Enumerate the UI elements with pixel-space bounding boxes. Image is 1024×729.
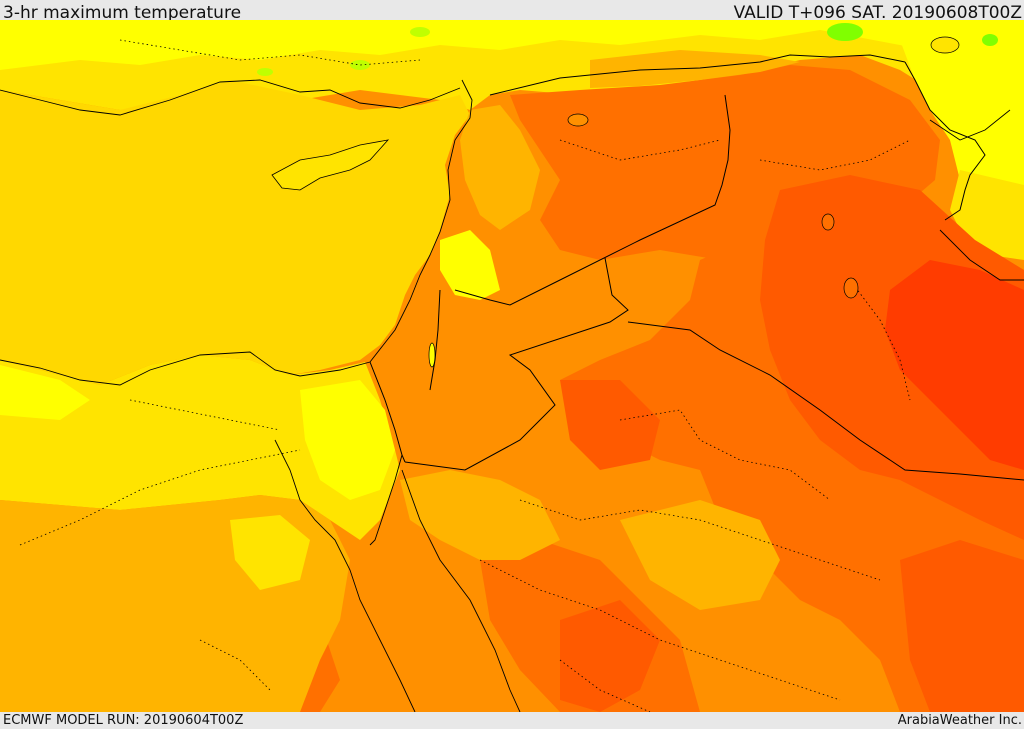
map-title: 3-hr maximum temperature [3,3,242,23]
zone-north-pale [0,20,1024,70]
zone-light-orange-center [620,500,780,610]
zone-sinai-pale [300,380,395,500]
zone-light-orange-turkey [590,50,800,88]
lake [567,113,589,127]
credit-label: ArabiaWeather Inc. [897,713,1022,728]
lake [821,213,835,231]
valid-time-label: VALID T+096 SAT. 20190608T00Z [733,3,1022,23]
green-patch [257,68,273,76]
coastlines [0,79,1024,712]
zone-levant-pale [440,230,500,300]
footer-bar: ECMWF MODEL RUN: 20190604T00Z ArabiaWeat… [0,712,1024,729]
zone-light-orange-arabia [400,470,560,560]
cyprus-island [271,139,390,191]
green-patch [350,60,370,70]
model-run-label: ECMWF MODEL RUN: 20190604T00Z [3,713,244,728]
zone-egypt-yellow [0,355,400,540]
temperature-map[interactable] [0,20,1024,712]
zone-hot-red [885,260,1024,470]
green-patch [410,27,430,37]
header-bar: 3-hr maximum temperature VALID T+096 SAT… [0,0,1024,23]
lake [428,342,436,368]
zone-coast-pale [0,365,90,420]
zone-red-orange-mid [560,380,660,470]
lake [930,36,960,54]
zone-light-orange-levant [460,105,540,230]
zone-egypt-inner-yellow [230,515,310,590]
green-patch [982,34,998,46]
zone-light-orange-west [0,495,350,712]
province-boundaries [19,39,911,712]
country-borders [369,54,1024,481]
green-patch [827,23,863,41]
map-canvas [0,20,1024,712]
zone-red-orange-east [900,540,1024,712]
lake [843,277,859,299]
zone-red-orange-south [560,600,660,712]
